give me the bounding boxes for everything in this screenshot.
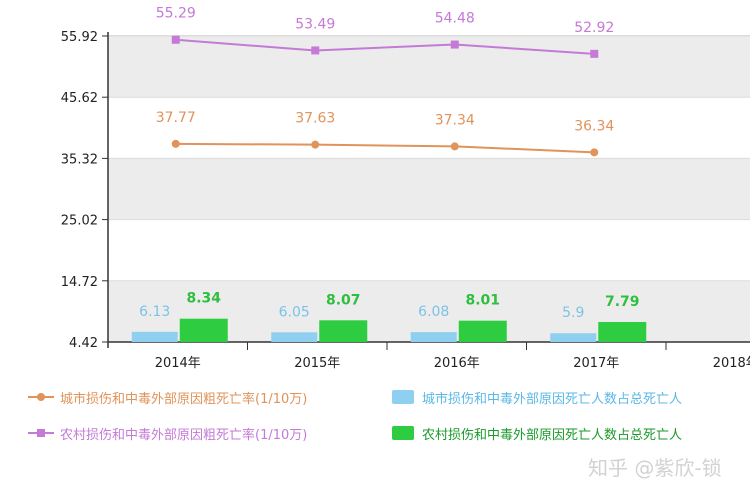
legend-label-urban-rate: 城市损伤和中毒外部原因粗死亡率(1/10万) — [60, 391, 308, 407]
line-point — [311, 140, 320, 149]
legend-label-rural-share: 农村损伤和中毒外部原因死亡人数占总死亡人 — [422, 427, 683, 443]
line-data-label: 53.49 — [295, 16, 335, 32]
line-data-label: 37.77 — [156, 110, 196, 126]
legend-item-rural-share[interactable]: 农村损伤和中毒外部原因死亡人数占总死亡人 — [392, 422, 682, 444]
legend-item-urban-share[interactable]: 城市损伤和中毒外部原因死亡人数占总死亡人 — [392, 386, 682, 408]
line-point — [590, 49, 599, 58]
x-tick-label: 2016年 — [434, 356, 480, 371]
bar-data-label: 5.9 — [562, 305, 584, 321]
bar — [319, 320, 368, 342]
legend-label-rural-rate: 农村损伤和中毒外部原因粗死亡率(1/10万) — [60, 427, 308, 443]
line-point — [590, 148, 599, 157]
bar-data-label: 6.13 — [139, 304, 170, 320]
y-tick-label: 14.72 — [61, 275, 98, 290]
bar-data-label: 8.07 — [326, 292, 361, 308]
bar-data-label: 8.34 — [186, 291, 221, 307]
watermark: 知乎 @紫欣-锁 — [588, 456, 722, 480]
legend-line-icon — [28, 429, 54, 437]
bar — [271, 332, 318, 342]
series-line — [175, 142, 595, 154]
legend-line-icon — [28, 393, 54, 401]
y-tick-label: 35.32 — [61, 152, 98, 167]
y-tick-label: 25.02 — [61, 214, 98, 229]
line-point — [311, 46, 320, 55]
bar — [550, 333, 597, 342]
y-tick-label: 4.42 — [69, 336, 98, 351]
line-point — [171, 139, 180, 148]
bar — [458, 320, 507, 342]
series-line — [175, 38, 595, 55]
y-tick-label: 45.62 — [61, 91, 98, 106]
line-data-label: 36.34 — [574, 118, 614, 134]
line-point — [450, 40, 459, 49]
x-tick-label: 2015年 — [294, 356, 340, 371]
grid-band — [108, 158, 750, 220]
chart-legend: 城市损伤和中毒外部原因粗死亡率(1/10万) 农村损伤和中毒外部原因粗死亡率(1… — [0, 378, 750, 458]
bar-data-label: 8.01 — [465, 293, 500, 309]
line-data-label: 55.29 — [156, 6, 196, 22]
bar — [131, 331, 178, 342]
line-data-label: 52.92 — [574, 20, 614, 36]
legend-item-urban-rate[interactable]: 城市损伤和中毒外部原因粗死亡率(1/10万) — [28, 386, 307, 408]
bar — [598, 321, 647, 342]
bar — [179, 318, 228, 342]
legend-box-icon — [392, 390, 414, 404]
legend-label-urban-share: 城市损伤和中毒外部原因死亡人数占总死亡人 — [422, 391, 683, 407]
legend-box-icon — [392, 426, 414, 440]
line-data-label: 54.48 — [435, 11, 475, 27]
bar — [410, 332, 457, 342]
x-tick-label: 2017年 — [573, 356, 619, 371]
line-point — [450, 142, 459, 151]
x-tick-label: 2014年 — [155, 356, 201, 371]
bar-data-label: 7.79 — [605, 294, 640, 310]
bar-data-label: 6.05 — [279, 304, 310, 320]
y-tick-label: 55.92 — [61, 30, 98, 45]
line-point — [171, 35, 180, 44]
legend-item-rural-rate[interactable]: 农村损伤和中毒外部原因粗死亡率(1/10万) — [28, 422, 307, 444]
line-data-label: 37.34 — [435, 112, 475, 128]
x-tick-label: 2018年 — [713, 356, 750, 371]
bar-data-label: 6.08 — [418, 304, 449, 320]
line-data-label: 37.63 — [295, 111, 335, 127]
